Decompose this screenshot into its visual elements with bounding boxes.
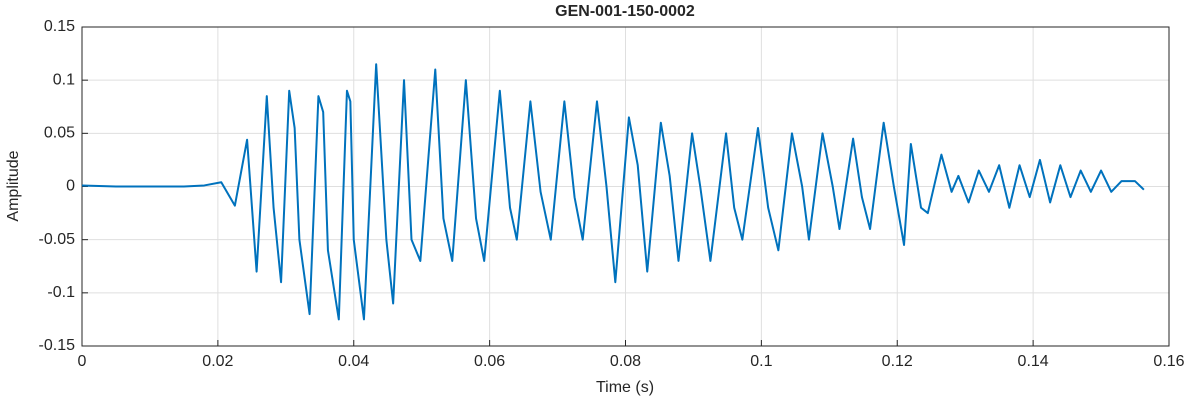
x-tick-label: 0.14 [1018, 353, 1049, 370]
y-tick-label: 0 [66, 178, 75, 195]
y-tick-label: -0.15 [39, 337, 76, 354]
y-tick-label: -0.05 [39, 231, 76, 248]
plot-frame [81, 26, 1170, 347]
x-tick-label: 0.04 [338, 353, 369, 370]
y-tick-label: 0.1 [53, 71, 75, 88]
chart-title: GEN-001-150-0002 [555, 3, 695, 20]
x-tick-label: 0.08 [610, 353, 641, 370]
x-tick-label: 0.06 [474, 353, 505, 370]
x-axis-label: Time (s) [596, 379, 654, 396]
x-tick-label: 0.1 [750, 353, 772, 370]
y-axis-label: Amplitude [5, 150, 22, 221]
x-tick-label: 0.16 [1153, 353, 1184, 370]
y-tick-label: -0.1 [47, 284, 75, 301]
y-tick-label: 0.05 [44, 125, 75, 142]
waveform-line [81, 63, 1145, 321]
y-tick-label: 0.15 [44, 18, 75, 35]
x-tick-label: 0 [78, 353, 87, 370]
x-tick-label: 0.12 [882, 353, 913, 370]
x-tick-label: 0.02 [202, 353, 233, 370]
